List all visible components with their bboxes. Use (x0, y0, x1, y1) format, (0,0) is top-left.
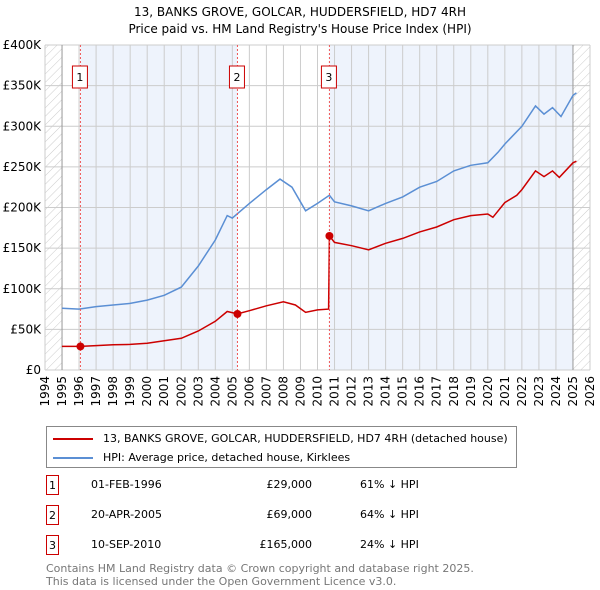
x-tick-label: 1999 (123, 376, 137, 407)
x-tick-label: 2017 (430, 376, 444, 407)
x-tick-label: 2001 (157, 376, 171, 407)
footer-line-1: Contains HM Land Registry data © Crown c… (46, 562, 474, 575)
x-tick-label: 2019 (464, 376, 478, 407)
x-tick-label: 2011 (328, 376, 342, 407)
sale-point (76, 342, 85, 351)
legend-hpi-label: HPI: Average price, detached house, Kirk… (103, 451, 351, 464)
legend: 13, BANKS GROVE, GOLCAR, HUDDERSFIELD, H… (46, 426, 517, 468)
x-tick-label: 2006 (242, 376, 256, 407)
x-tick-label: 1998 (106, 376, 120, 407)
y-tick-label: £200K (3, 201, 43, 215)
property-price-line (62, 160, 577, 348)
sale-row: 2 20-APR-2005 £69,000 64% ↓ HPI (46, 505, 546, 525)
x-tick-label: 2022 (515, 376, 529, 407)
sale-label-box (71, 65, 88, 89)
sale-point (325, 231, 334, 240)
x-tick-label: 2025 (566, 376, 580, 407)
sale-hpi-diff: 61% ↓ HPI (360, 478, 419, 491)
sale-label-box (320, 65, 337, 89)
y-tick-label: £0 (26, 363, 41, 377)
x-tick-label: 2026 (583, 376, 597, 407)
x-tick-label: 2014 (379, 376, 393, 407)
y-tick-label: £250K (3, 160, 43, 174)
y-tick-label: £50K (10, 322, 42, 336)
x-tick-label: 2018 (447, 376, 461, 407)
sale-marker-badge: 1 (46, 475, 59, 495)
sale-label: 3 (325, 71, 332, 84)
price-chart: 13, BANKS GROVE, GOLCAR, HUDDERSFIELD, H… (3, 5, 597, 407)
x-tick-label: 1997 (89, 376, 103, 407)
chart-subtitle: Price paid vs. HM Land Registry's House … (128, 22, 471, 36)
sale-marker-badge: 3 (46, 535, 59, 555)
legend-property-swatch (53, 437, 93, 440)
sale-point (233, 309, 242, 318)
y-tick-label: £300K (3, 119, 43, 133)
x-tick-label: 1994 (38, 376, 52, 407)
x-tick-label: 2007 (259, 376, 273, 407)
x-tick-label: 2002 (174, 376, 188, 407)
y-tick-label: £350K (3, 79, 43, 93)
x-tick-label: 2013 (362, 376, 376, 407)
x-tick-label: 2005 (225, 376, 239, 407)
x-tick-label: 2004 (208, 376, 222, 407)
x-tick-label: 2008 (276, 376, 290, 407)
x-tick-label: 2020 (481, 376, 495, 407)
legend-hpi-swatch (53, 456, 93, 459)
x-tick-label: 1995 (55, 376, 69, 407)
x-tick-label: 2010 (311, 376, 325, 407)
sale-label: 2 (233, 71, 240, 84)
sale-row: 1 01-FEB-1996 £29,000 61% ↓ HPI (46, 475, 546, 495)
sale-marker-badge: 2 (46, 505, 59, 525)
x-tick-label: 2023 (532, 376, 546, 407)
sale-label: 1 (76, 71, 83, 84)
y-tick-label: £400K (3, 38, 43, 52)
sale-date: 10-SEP-2010 (91, 538, 162, 551)
sale-hpi-diff: 24% ↓ HPI (360, 538, 419, 551)
sale-price: £29,000 (266, 478, 313, 491)
sale-price: £165,000 (259, 538, 313, 551)
x-tick-label: 2009 (293, 376, 307, 407)
sale-date: 01-FEB-1996 (91, 478, 162, 491)
footer-line-2: This data is licensed under the Open Gov… (46, 575, 397, 588)
chart-title: 13, BANKS GROVE, GOLCAR, HUDDERSFIELD, H… (134, 5, 466, 19)
x-tick-label: 2016 (413, 376, 427, 407)
sale-date: 20-APR-2005 (91, 508, 163, 521)
sale-hpi-diff: 64% ↓ HPI (360, 508, 419, 521)
x-tick-label: 2015 (396, 376, 410, 407)
x-tick-label: 2021 (498, 376, 512, 407)
x-tick-label: 2003 (191, 376, 205, 407)
sale-label-box (228, 65, 245, 89)
y-tick-label: £100K (3, 282, 43, 296)
x-tick-label: 2024 (549, 376, 563, 407)
legend-property-label: 13, BANKS GROVE, GOLCAR, HUDDERSFIELD, H… (103, 432, 508, 445)
x-tick-label: 1996 (72, 376, 86, 407)
y-tick-label: £150K (3, 241, 43, 255)
x-tick-label: 2012 (345, 376, 359, 407)
sale-row: 3 10-SEP-2010 £165,000 24% ↓ HPI (46, 535, 546, 555)
x-tick-label: 2000 (140, 376, 154, 407)
footer-attribution: Contains HM Land Registry data © Crown c… (46, 562, 474, 588)
sale-price: £69,000 (266, 508, 313, 521)
hpi-line (61, 92, 577, 310)
